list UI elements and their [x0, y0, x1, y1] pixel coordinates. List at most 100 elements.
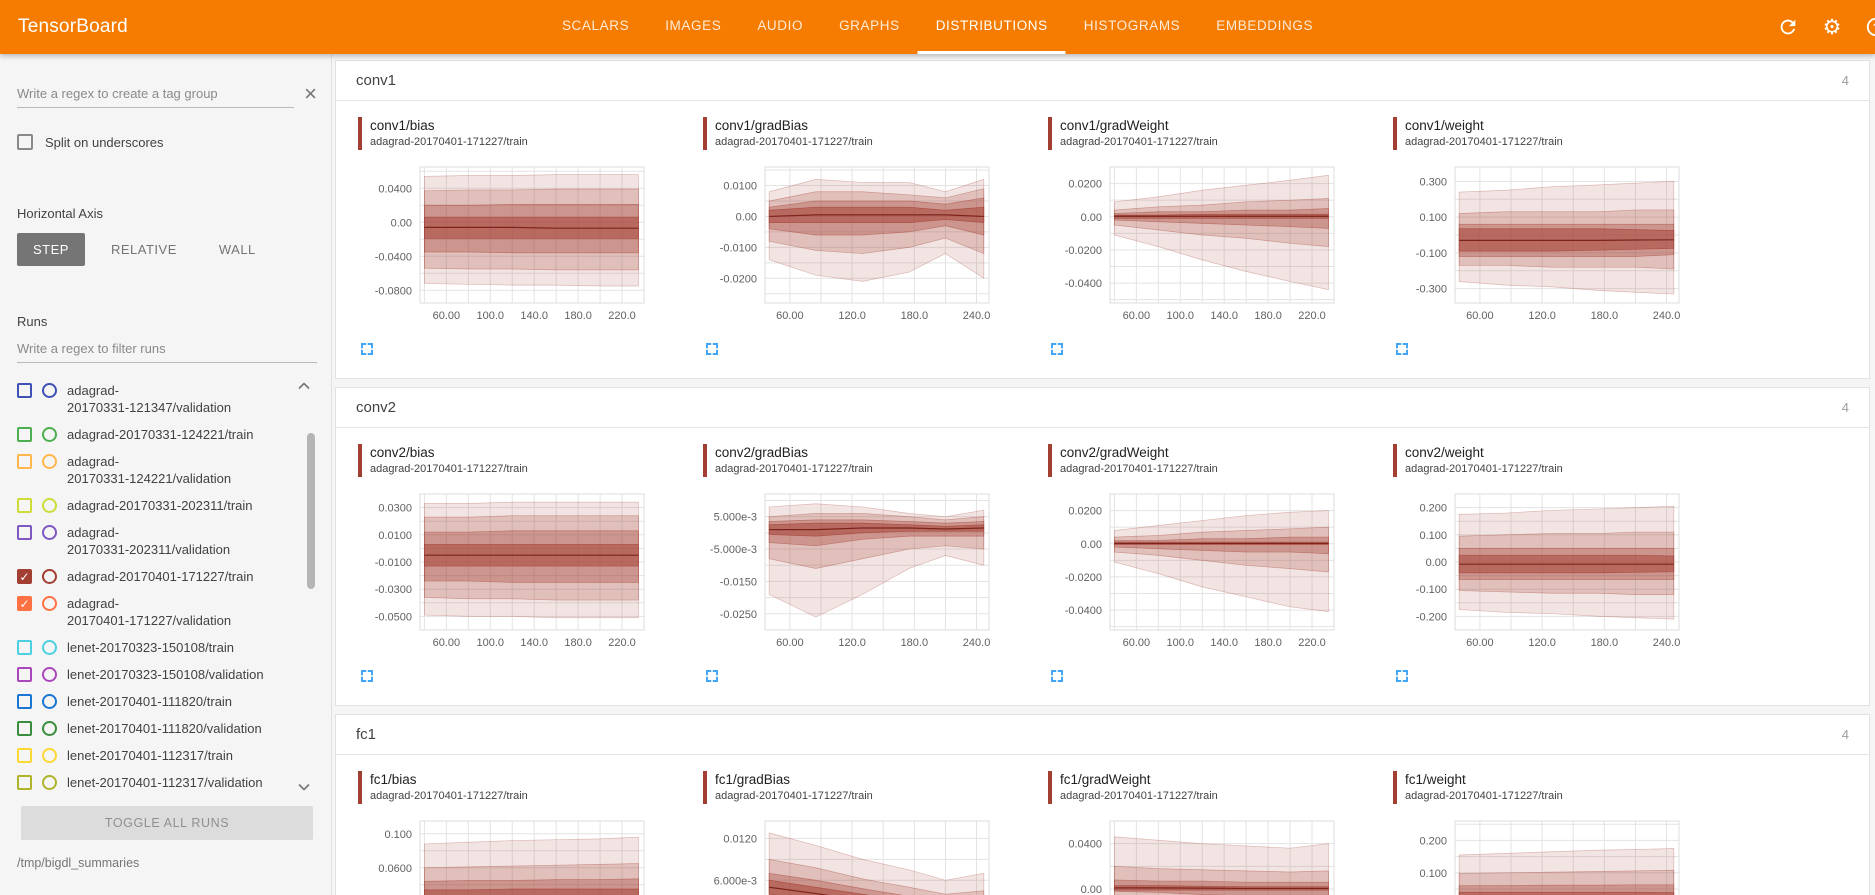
toggle-all-runs-button[interactable]: TOGGLE ALL RUNS	[21, 806, 313, 840]
run-checkbox[interactable]	[17, 721, 32, 736]
run-checkbox[interactable]	[17, 667, 32, 682]
run-checkbox[interactable]	[17, 454, 32, 469]
run-list-item[interactable]: adagrad-20170331-124221/train	[17, 421, 297, 448]
distribution-plot[interactable]: 5.000e-3 -5.000e-3 -0.0150 -0.0250 60.00 120.…	[703, 487, 999, 653]
run-filter-regex-input[interactable]	[17, 335, 317, 363]
expand-chart-icon[interactable]	[703, 667, 721, 685]
refresh-icon[interactable]	[1776, 15, 1800, 39]
run-list-item[interactable]: lenet-20170323-150108/validation	[17, 661, 297, 688]
run-list-item[interactable]: ✓ adagrad- 20170401-171227/validation	[17, 590, 297, 634]
run-checkbox[interactable]	[17, 525, 32, 540]
distribution-plot[interactable]: 0.0300 0.0100 -0.0100 -0.0300 -0.0500 60.00 10…	[358, 487, 654, 653]
expand-chart-icon[interactable]	[703, 340, 721, 358]
distribution-plot[interactable]: 0.0100 0.00 -0.0100 -0.0200 60.00 120.0 180.0 2…	[703, 160, 999, 326]
split-underscores-row[interactable]: Split on underscores	[17, 134, 317, 150]
run-color-radio[interactable]	[42, 454, 57, 469]
scroll-up-icon[interactable]	[297, 381, 311, 390]
settings-gear-icon[interactable]: ⚙	[1822, 15, 1842, 39]
run-list-item[interactable]: adagrad- 20170331-202311/validation	[17, 519, 297, 563]
run-list-scrollbar[interactable]	[307, 433, 315, 589]
expand-chart-icon[interactable]	[1048, 667, 1066, 685]
tab-embeddings[interactable]: EMBEDDINGS	[1216, 18, 1314, 33]
tab-distributions[interactable]: DISTRIBUTIONS	[917, 0, 1066, 54]
svg-text:140.0: 140.0	[520, 637, 548, 649]
run-list-item[interactable]: lenet-20170323-150108/train	[17, 634, 297, 661]
run-list-item[interactable]: lenet-20170401-112317/validation	[17, 769, 297, 796]
distribution-plot[interactable]: 0.0400 0.00 -0.0400 -0.0800 60.00 100.0 140.0 1…	[358, 160, 654, 326]
distribution-plot[interactable]: 0.0200 0.00 -0.0200 -0.0400 60.00 100.0 140.0 1…	[1048, 487, 1344, 653]
expand-chart-icon[interactable]	[358, 667, 376, 685]
chart-title: conv2/gradBias	[715, 445, 809, 460]
runs-label: Runs	[17, 314, 48, 329]
run-color-radio[interactable]	[42, 667, 57, 682]
run-color-radio[interactable]	[42, 775, 57, 790]
run-label: lenet-20170323-150108/validation	[67, 667, 264, 682]
run-color-radio[interactable]	[42, 640, 57, 655]
chart-card: conv1/bias adagrad-20170401-171227/train 0…	[336, 117, 681, 358]
svg-text:-0.0100: -0.0100	[720, 242, 757, 254]
tab-scalars[interactable]: SCALARS	[561, 18, 630, 33]
axis-button-relative[interactable]: RELATIVE	[95, 233, 193, 266]
close-icon[interactable]: ×	[304, 81, 317, 106]
tab-graphs[interactable]: GRAPHS	[839, 18, 900, 33]
chart-header: fc1/gradBias adagrad-20170401-171227/trai…	[703, 771, 1026, 804]
section-header-fc1[interactable]: fc1 4	[336, 715, 1869, 755]
run-color-radio[interactable]	[42, 525, 57, 540]
expand-chart-icon[interactable]	[358, 340, 376, 358]
run-checkbox[interactable]	[17, 383, 32, 398]
run-list-item[interactable]: ✓ adagrad-20170401-171227/train	[17, 563, 297, 590]
scroll-down-icon[interactable]	[297, 783, 311, 792]
run-checkbox[interactable]	[17, 775, 32, 790]
svg-text:0.100: 0.100	[1419, 530, 1447, 542]
run-color-radio[interactable]	[42, 498, 57, 513]
svg-text:5.000e-3: 5.000e-3	[714, 512, 757, 524]
run-checkbox[interactable]	[17, 748, 32, 763]
chart-footer	[1393, 340, 1716, 358]
run-color-radio[interactable]	[42, 596, 57, 611]
distribution-plot[interactable]: 0.04000.00-0.040060.00100.0140.0180.0220…	[1048, 814, 1344, 895]
distribution-plot[interactable]: 0.200 0.100 0.00 -0.100 -0.200 60.00 120.0 180.…	[1393, 487, 1689, 653]
split-underscores-checkbox[interactable]	[17, 134, 33, 150]
run-checkbox[interactable]	[17, 427, 32, 442]
run-checkbox[interactable]: ✓	[17, 596, 32, 611]
run-color-radio[interactable]	[42, 694, 57, 709]
run-label: lenet-20170323-150108/train	[67, 640, 234, 655]
tag-group-regex-input[interactable]	[17, 80, 295, 108]
run-checkbox[interactable]	[17, 640, 32, 655]
run-checkbox[interactable]	[17, 498, 32, 513]
run-list-item[interactable]: lenet-20170401-112317/train	[17, 742, 297, 769]
distribution-plot[interactable]: 0.300 0.100 -0.100 -0.300 60.00 120.0 180.0 240…	[1393, 160, 1689, 326]
distribution-plot[interactable]: 0.0200 0.00 -0.0200 -0.0400 60.00 100.0 140.0 1…	[1048, 160, 1344, 326]
run-list-item[interactable]: lenet-20170401-111820/validation	[17, 715, 297, 742]
tab-histograms[interactable]: HISTOGRAMS	[1083, 18, 1181, 33]
run-color-radio[interactable]	[42, 721, 57, 736]
axis-button-step[interactable]: STEP	[17, 233, 85, 266]
section-header-conv2[interactable]: conv2 4	[336, 388, 1869, 428]
section-header-conv1[interactable]: conv1 4	[336, 61, 1869, 101]
svg-text:240.0: 240.0	[1653, 637, 1681, 649]
chart-header: conv2/gradWeight adagrad-20170401-171227/…	[1048, 444, 1371, 477]
run-list-item[interactable]: adagrad- 20170331-121347/validation	[17, 377, 297, 421]
chart-grid: conv1/bias adagrad-20170401-171227/train 0…	[336, 101, 1869, 378]
tab-audio[interactable]: AUDIO	[757, 18, 804, 33]
chart-footer	[1048, 667, 1371, 685]
chart-footer	[358, 667, 681, 685]
run-color-radio[interactable]	[42, 569, 57, 584]
run-checkbox[interactable]: ✓	[17, 569, 32, 584]
tab-images[interactable]: IMAGES	[665, 18, 722, 33]
run-color-radio[interactable]	[42, 427, 57, 442]
run-list-item[interactable]: adagrad-20170331-202311/train	[17, 492, 297, 519]
run-list-item[interactable]: lenet-20170401-111820/train	[17, 688, 297, 715]
help-icon[interactable]: ?	[1864, 15, 1875, 39]
axis-button-wall[interactable]: WALL	[203, 233, 272, 266]
run-list-item[interactable]: adagrad- 20170331-124221/validation	[17, 448, 297, 492]
expand-chart-icon[interactable]	[1393, 340, 1411, 358]
expand-chart-icon[interactable]	[1393, 667, 1411, 685]
run-color-radio[interactable]	[42, 748, 57, 763]
run-checkbox[interactable]	[17, 694, 32, 709]
run-color-radio[interactable]	[42, 383, 57, 398]
distribution-plot[interactable]: 0.1000.06000.0200-0.020060.00100.0140.01…	[358, 814, 654, 895]
expand-chart-icon[interactable]	[1048, 340, 1066, 358]
